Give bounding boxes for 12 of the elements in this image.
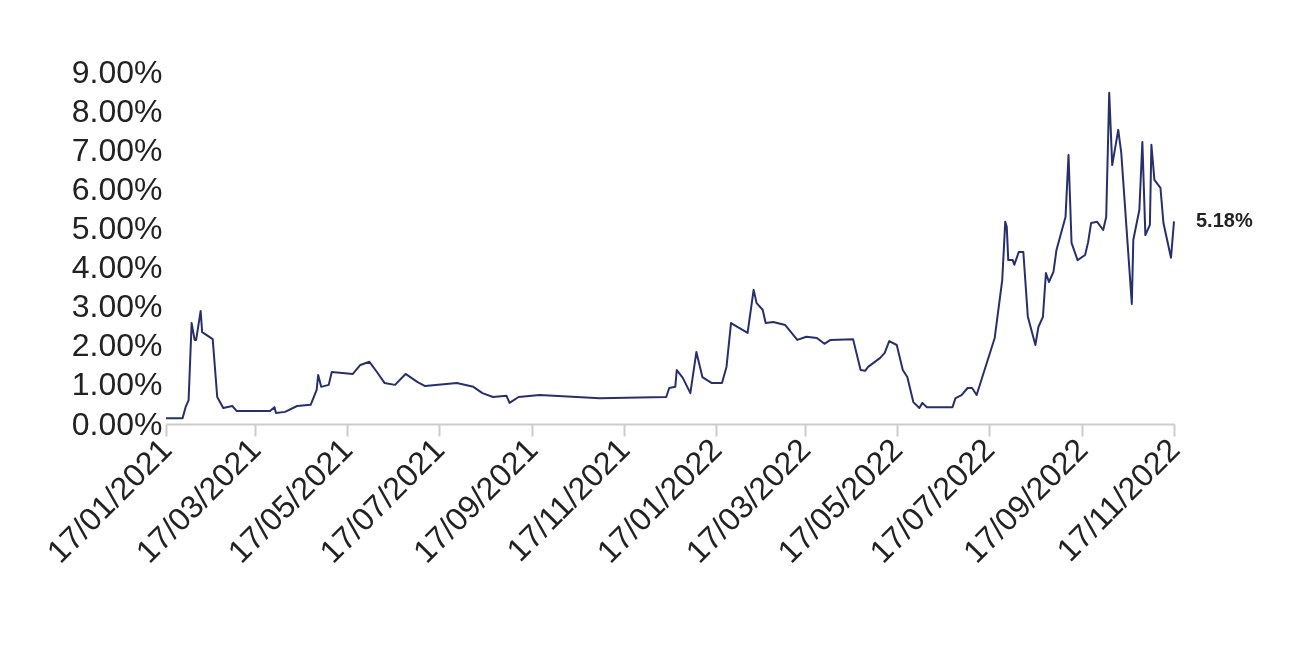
line-series bbox=[165, 91, 1175, 420]
y-tick-label: 0.00% bbox=[71, 405, 163, 442]
y-tick-label: 7.00% bbox=[71, 131, 163, 168]
y-tick-label: 5.00% bbox=[71, 209, 163, 246]
y-tick-label: 3.00% bbox=[71, 288, 163, 325]
y-tick-label: 6.00% bbox=[71, 170, 163, 207]
y-tick-label: 9.00% bbox=[71, 53, 163, 90]
y-tick-label: 4.00% bbox=[71, 249, 163, 286]
annotation: 5.18% bbox=[1196, 209, 1253, 232]
y-tick-label: 1.00% bbox=[71, 366, 163, 403]
y-tick-label: 8.00% bbox=[71, 92, 163, 129]
y-tick-label: 2.00% bbox=[71, 327, 163, 364]
